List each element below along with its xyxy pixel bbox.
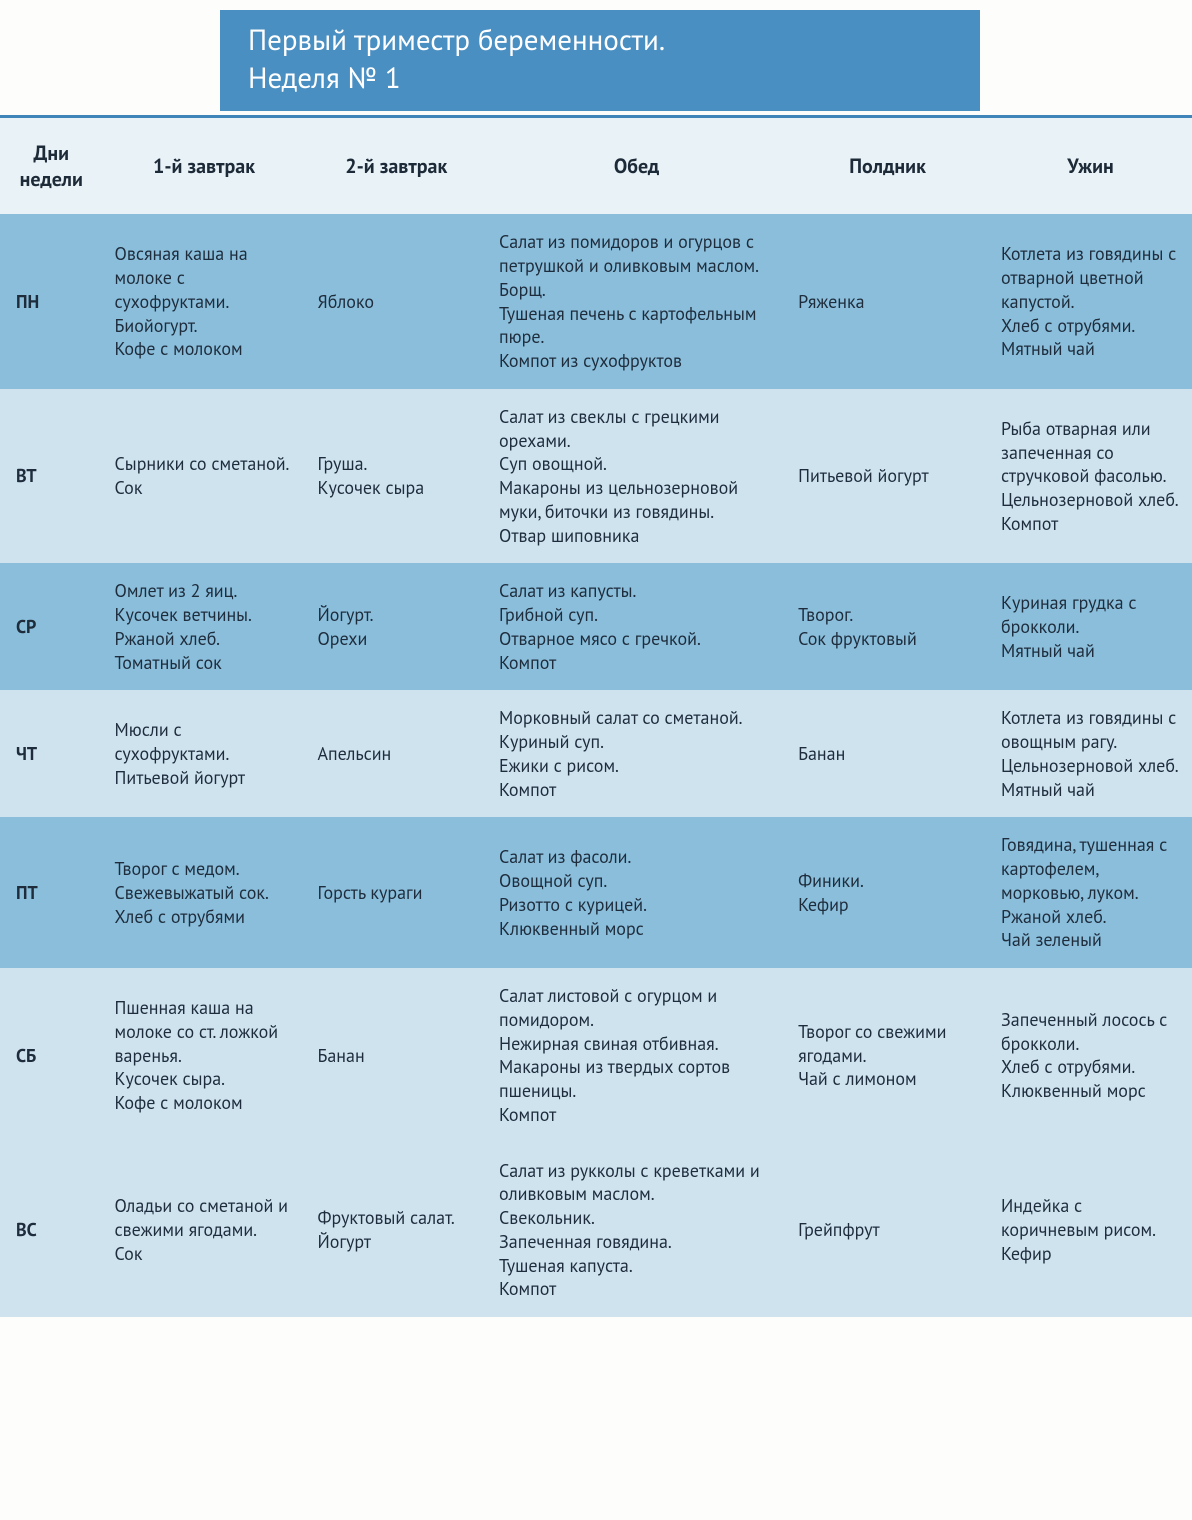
meal-text: Салат из фасоли. Овощной суп. Ризотто с …: [499, 845, 647, 939]
day-cell: СР: [0, 563, 103, 690]
meal-cell: Творог. Сок фруктовый: [786, 563, 989, 690]
meal-text: Яблоко: [317, 290, 374, 313]
table-row: ЧТМюсли с сухофруктами. Питьевой йогурт А…: [0, 690, 1192, 817]
meal-text: Питьевой йогурт: [798, 464, 929, 487]
meal-cell: Груша. Кусочек сыра: [305, 389, 487, 564]
meal-text: Салат из рукколы с креветками и оливковы…: [499, 1159, 760, 1301]
meal-text: Сырники со сметаной. Сок: [115, 452, 290, 499]
meal-text: Ряженка: [798, 290, 864, 313]
meal-table: Днинедели1-й завтрак2-й завтракОбедПолдн…: [0, 118, 1192, 1317]
meal-cell: Морковный салат со сметаной. Куриный суп…: [487, 690, 786, 817]
meal-text: Банан: [798, 742, 845, 765]
meal-cell: Салат из помидоров и огурцов с петрушкой…: [487, 214, 786, 389]
table-row: ВТ Сырники со сметаной. Сок Груша. Кусочек…: [0, 389, 1192, 564]
meal-cell: Йогурт. Орехи: [305, 563, 487, 690]
meal-cell: Салат листовой с огурцом и помидором. Не…: [487, 968, 786, 1143]
meal-cell: Творог с медом. Свежевыжатый сок. Хлеб с…: [103, 817, 306, 968]
meal-cell: Говядина, тушенная с картофелем, морковь…: [989, 817, 1192, 968]
meal-text: Творог с медом. Свежевыжатый сок. Хлеб с…: [115, 857, 269, 928]
title-line-1: Первый триместр беременности.: [248, 22, 952, 60]
meal-cell: Оладьи со сметаной и свежими ягодами. Со…: [103, 1143, 306, 1318]
col-header-0: Днинедели: [0, 118, 103, 214]
meal-cell: Рыба отварная или запеченная со стручков…: [989, 389, 1192, 564]
page: Первый триместр беременности. Неделя № 1…: [0, 10, 1192, 1317]
meal-text: Груша. Кусочек сыра: [317, 452, 424, 499]
meal-text: Котлета из говядины с отварной цветной к…: [1001, 242, 1176, 360]
meal-cell: Грейпфрут: [786, 1143, 989, 1318]
table-row: СРОмлет из 2 яиц. Кусочек ветчины. Ржано…: [0, 563, 1192, 690]
meal-text: Салат из помидоров и огурцов с петрушкой…: [499, 230, 759, 372]
meal-text: Запеченный лосось с брокколи. Хлеб с отр…: [1001, 1008, 1167, 1102]
meal-cell: Котлета из говядины с отварной цветной к…: [989, 214, 1192, 389]
meal-text: Фруктовый салат. Йогурт: [317, 1206, 454, 1253]
day-cell: ВС: [0, 1143, 103, 1318]
day-cell: ВТ: [0, 389, 103, 564]
meal-cell: Банан: [786, 690, 989, 817]
meal-text: Салат из капусты. Грибной суп. Отварное …: [499, 579, 701, 673]
table-row: ВСОладьи со сметаной и свежими ягодами. …: [0, 1143, 1192, 1318]
meal-cell: Котлета из говядины с овощным рагу. Цель…: [989, 690, 1192, 817]
table-row: ПНОвсяная каша на молоке с сухофруктами.…: [0, 214, 1192, 389]
meal-text: Финики. Кефир: [798, 869, 864, 916]
meal-text: Творог. Сок фруктовый: [798, 603, 917, 650]
table-body: ПНОвсяная каша на молоке с сухофруктами.…: [0, 214, 1192, 1317]
meal-text: Куриная грудка с брокколи. Мятный чай: [1001, 591, 1136, 662]
meal-cell: Сырники со сметаной. Сок: [103, 389, 306, 564]
table-row: СБПшенная каша на молоке со ст. ложкой в…: [0, 968, 1192, 1143]
meal-cell: Омлет из 2 яиц. Кусочек ветчины. Ржаной …: [103, 563, 306, 690]
meal-text: Апельсин: [317, 742, 391, 765]
meal-text: Говядина, тушенная с картофелем, морковь…: [1001, 833, 1167, 951]
meal-text: Омлет из 2 яиц. Кусочек ветчины. Ржаной …: [115, 579, 252, 673]
meal-cell: Ряженка: [786, 214, 989, 389]
col-header-5: Ужин: [989, 118, 1192, 214]
col-header-4: Полдник: [786, 118, 989, 214]
table-head: Днинедели1-й завтрак2-й завтракОбедПолдн…: [0, 118, 1192, 214]
meal-cell: Фруктовый салат. Йогурт: [305, 1143, 487, 1318]
meal-cell: Горсть кураги: [305, 817, 487, 968]
day-cell: ПТ: [0, 817, 103, 968]
day-cell: СБ: [0, 968, 103, 1143]
meal-text: Салат из свеклы с грецкими орехами. Суп …: [499, 405, 738, 547]
day-cell: ПН: [0, 214, 103, 389]
meal-text: Оладьи со сметаной и свежими ягодами. Со…: [115, 1194, 288, 1265]
meal-cell: Пшенная каша на молоке со ст. ложкой вар…: [103, 968, 306, 1143]
meal-cell: Салат из рукколы с креветками и оливковы…: [487, 1143, 786, 1318]
meal-text: Овсяная каша на молоке с сухофруктами. Б…: [115, 242, 248, 360]
meal-cell: Яблоко: [305, 214, 487, 389]
meal-cell: Салат из свеклы с грецкими орехами. Суп …: [487, 389, 786, 564]
meal-text: Банан: [317, 1044, 364, 1067]
meal-text: Морковный салат со сметаной. Куриный суп…: [499, 706, 743, 800]
meal-cell: Запеченный лосось с брокколи. Хлеб с отр…: [989, 968, 1192, 1143]
meal-cell: Банан: [305, 968, 487, 1143]
meal-cell: Питьевой йогурт: [786, 389, 989, 564]
meal-text: Йогурт. Орехи: [317, 603, 373, 650]
col-header-3: Обед: [487, 118, 786, 214]
meal-cell: Творог со свежими ягодами. Чай с лимоном: [786, 968, 989, 1143]
meal-cell: Салат из фасоли. Овощной суп. Ризотто с …: [487, 817, 786, 968]
meal-text: Пшенная каша на молоке со ст. ложкой вар…: [115, 996, 279, 1114]
meal-text: Индейка с коричневым рисом. Кефир: [1001, 1194, 1156, 1265]
title-band: Первый триместр беременности. Неделя № 1: [220, 10, 980, 111]
table-row: ПТТворог с медом. Свежевыжатый сок. Хлеб…: [0, 817, 1192, 968]
meal-cell: Салат из капусты. Грибной суп. Отварное …: [487, 563, 786, 690]
meal-cell: Финики. Кефир: [786, 817, 989, 968]
meal-text: Горсть кураги: [317, 881, 422, 904]
meal-text: Рыба отварная или запеченная со стручков…: [1001, 417, 1179, 535]
col-header-1: 1-й завтрак: [103, 118, 306, 214]
day-cell: ЧТ: [0, 690, 103, 817]
meal-text: Котлета из говядины с овощным рагу. Цель…: [1001, 706, 1179, 800]
meal-cell: Апельсин: [305, 690, 487, 817]
meal-cell: Мюсли с сухофруктами. Питьевой йогурт: [103, 690, 306, 817]
meal-text: Творог со свежими ягодами. Чай с лимоном: [798, 1020, 946, 1091]
meal-text: Мюсли с сухофруктами. Питьевой йогурт: [115, 718, 246, 789]
col-header-2: 2-й завтрак: [305, 118, 487, 214]
meal-cell: Индейка с коричневым рисом. Кефир: [989, 1143, 1192, 1318]
title-line-2: Неделя № 1: [248, 60, 952, 98]
meal-text: Салат листовой с огурцом и помидором. Не…: [499, 984, 730, 1126]
meal-text: Грейпфрут: [798, 1218, 880, 1241]
meal-cell: Куриная грудка с брокколи. Мятный чай: [989, 563, 1192, 690]
meal-cell: Овсяная каша на молоке с сухофруктами. Б…: [103, 214, 306, 389]
